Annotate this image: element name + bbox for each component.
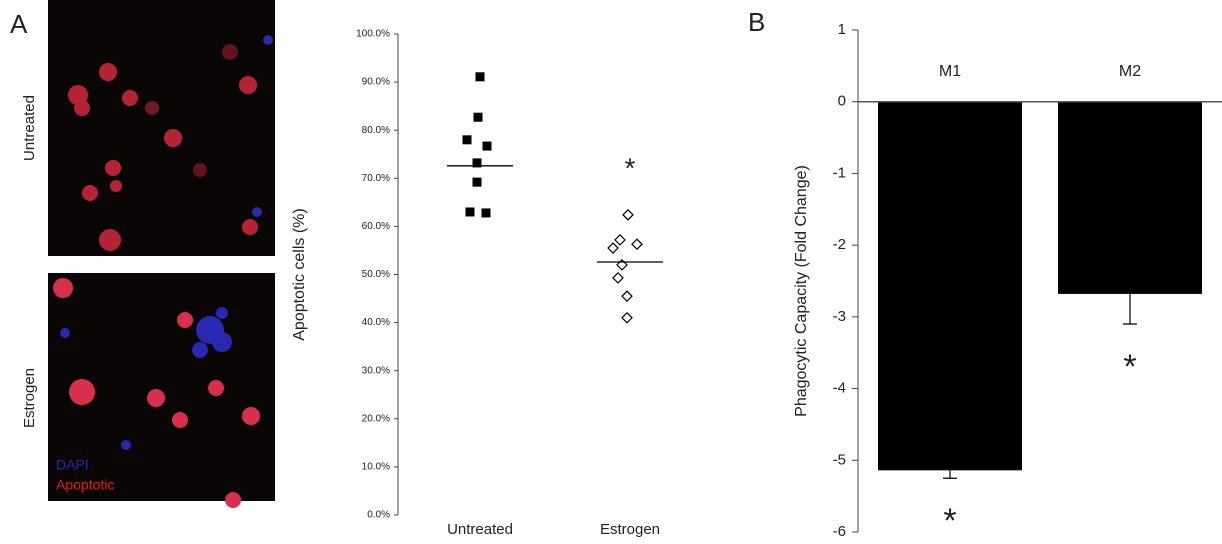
point xyxy=(472,158,482,168)
x-tick-label: Estrogen xyxy=(600,521,660,538)
y-tick-label: 1 xyxy=(838,21,846,38)
significance: * xyxy=(943,502,956,540)
point xyxy=(612,272,624,284)
point xyxy=(482,141,492,151)
point xyxy=(481,208,491,218)
x-tick-label: M2 xyxy=(1119,63,1141,80)
y-tick-label: -4 xyxy=(833,380,846,397)
point xyxy=(473,112,483,122)
y-tick-label: -6 xyxy=(833,523,846,540)
y-tick-label: 50.0% xyxy=(362,269,390,280)
panel-label: A xyxy=(10,9,28,39)
point xyxy=(621,290,633,302)
y-tick-label: -1 xyxy=(833,164,846,181)
bar xyxy=(878,101,1022,471)
point xyxy=(621,311,633,324)
point xyxy=(631,238,643,251)
y-tick-label: -3 xyxy=(833,308,846,325)
y-tick-label: 10.0% xyxy=(362,462,390,473)
point xyxy=(475,72,485,82)
y-tick-label: 100.0% xyxy=(356,29,390,40)
point xyxy=(614,234,626,246)
x-tick-label: Untreated xyxy=(447,521,513,538)
bar xyxy=(1058,101,1202,294)
y-tick-label: 20.0% xyxy=(362,413,390,424)
y-axis-label: Phagocytic Capacity (Fold Change) xyxy=(793,165,810,417)
significance: * xyxy=(625,152,636,183)
error-bar xyxy=(943,470,957,479)
micrograph xyxy=(48,0,275,256)
point xyxy=(607,242,619,254)
y-axis-label: Apoptotic cells (%) xyxy=(291,208,308,341)
y-tick-label: -2 xyxy=(833,236,846,253)
image-legend: DAPI xyxy=(56,457,89,473)
x-tick-label: M1 xyxy=(939,63,961,80)
y-tick-label: 70.0% xyxy=(362,173,390,184)
panel-label: B xyxy=(748,7,765,37)
point xyxy=(462,135,472,145)
point xyxy=(465,207,475,217)
y-tick-label: 90.0% xyxy=(362,77,390,88)
y-tick-label: 40.0% xyxy=(362,317,390,328)
y-tick-label: 30.0% xyxy=(362,365,390,376)
y-tick-label: 80.0% xyxy=(362,125,390,136)
significance: * xyxy=(1123,348,1136,386)
image-legend: Apoptotic xyxy=(56,477,114,493)
point xyxy=(622,209,634,221)
point xyxy=(472,177,482,187)
y-tick-label: 0 xyxy=(838,93,846,110)
y-tick-label: 0.0% xyxy=(367,510,390,521)
micrograph xyxy=(48,273,275,508)
y-tick-label: -5 xyxy=(833,451,846,468)
image-label: Untreated xyxy=(21,95,38,161)
image-label: Estrogen xyxy=(21,368,38,428)
error-bar xyxy=(1123,293,1137,325)
y-tick-label: 60.0% xyxy=(362,221,390,232)
